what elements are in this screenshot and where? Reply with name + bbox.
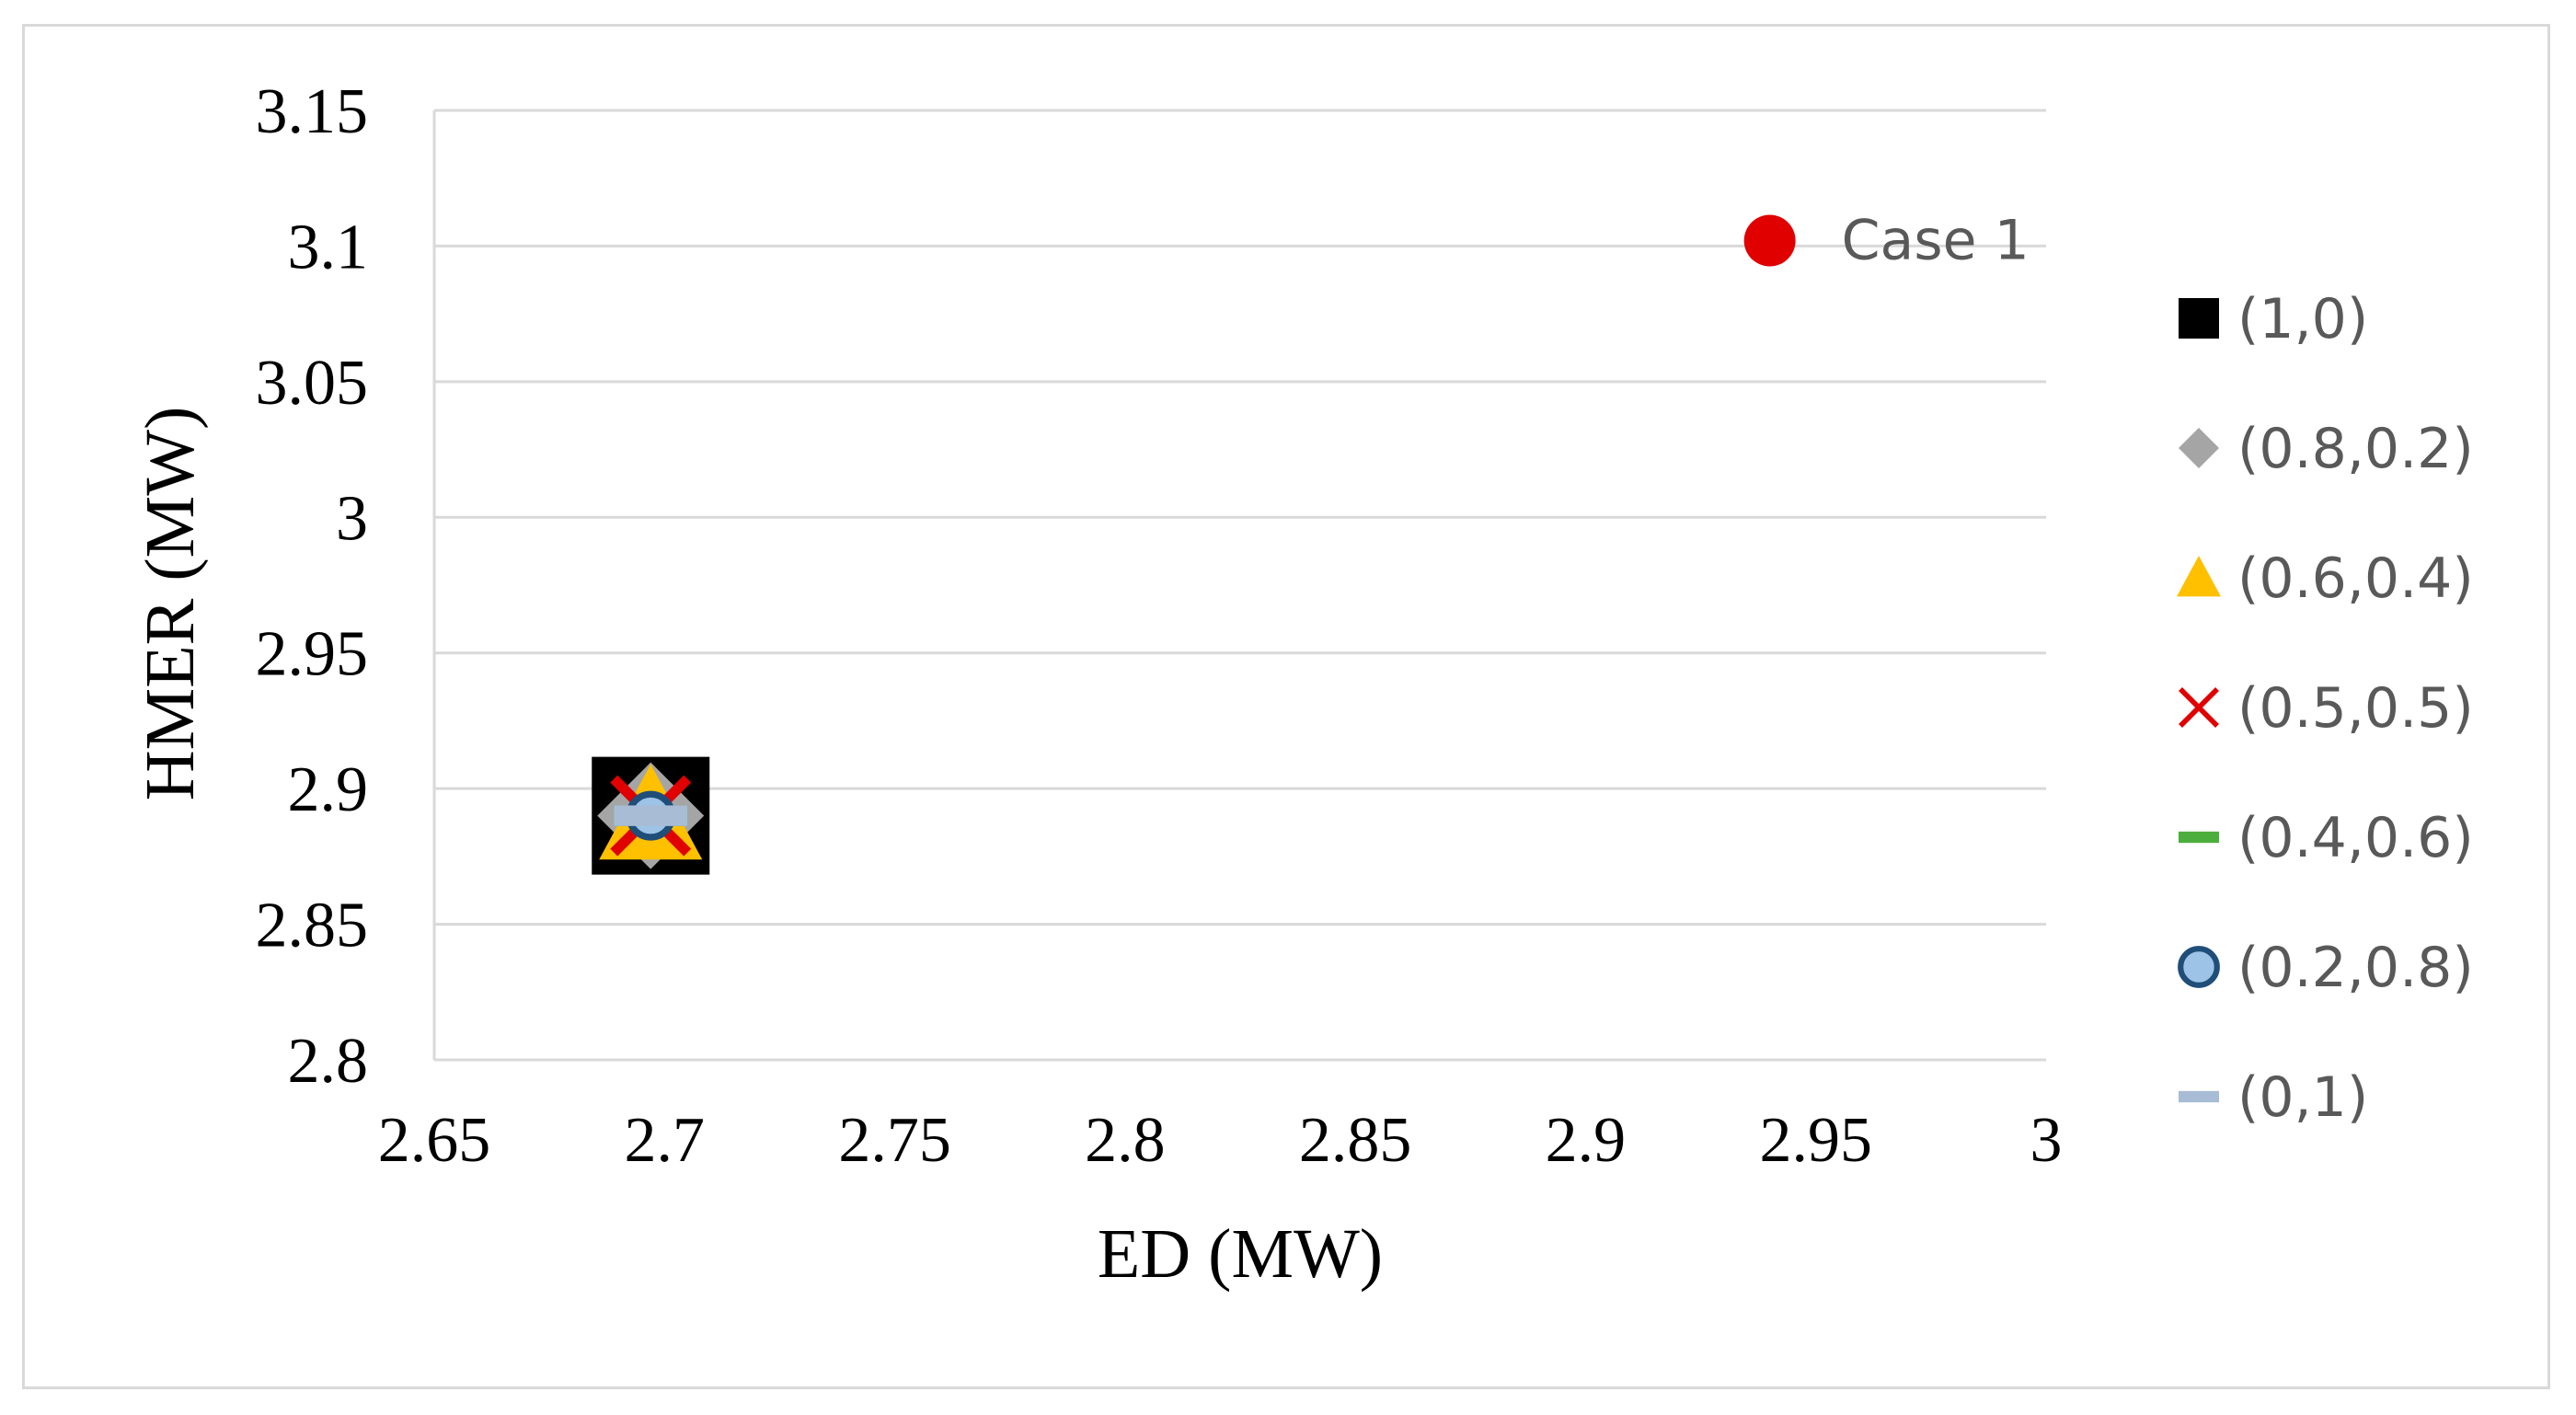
y-tick-label: 3.1 <box>288 212 369 282</box>
y-axis-title: HMER (MW) <box>132 407 209 801</box>
y-tick-label: 3 <box>336 483 368 554</box>
legend-item: (0,1) <box>2179 1065 2368 1130</box>
x-tick-label: 2.95 <box>1759 1105 1872 1176</box>
legend-item: (0.5,0.5) <box>2179 676 2474 741</box>
legend-marker <box>2179 831 2219 844</box>
x-tick-label: 2.9 <box>1546 1105 1627 1176</box>
x-tick-label: 2.8 <box>1085 1105 1166 1176</box>
legend-marker <box>2179 298 2219 339</box>
legend-item: (1,0) <box>2179 287 2368 351</box>
y-tick-label: 2.85 <box>256 891 369 961</box>
legend-marker <box>2177 556 2221 597</box>
y-tick-label: 2.95 <box>256 619 369 690</box>
legend-marker <box>2179 687 2219 728</box>
x-axis-title: ED (MW) <box>1098 1215 1383 1293</box>
x-tick-label: 2.75 <box>838 1105 951 1176</box>
legend-label: (0.4,0.6) <box>2237 806 2474 870</box>
chart-frame <box>22 24 2550 1389</box>
y-tick-label: 2.8 <box>288 1026 369 1097</box>
legend-marker <box>2179 428 2219 468</box>
legend-label: (0.8,0.2) <box>2237 417 2474 481</box>
y-tick-label: 3.15 <box>256 76 369 147</box>
legend-label: (0.6,0.4) <box>2237 546 2474 611</box>
y-tick-label: 2.9 <box>288 754 369 825</box>
annotations: Case 1 <box>1743 209 2030 273</box>
y-tick-label: 3.05 <box>256 348 369 419</box>
x-tick-label: 2.65 <box>378 1105 491 1176</box>
y-tick-labels: 3.15 3.1 3.05 3 2.95 2.9 2.85 2.8 <box>256 76 369 1097</box>
x-tick-label: 2.85 <box>1299 1105 1412 1176</box>
legend-label: (0.5,0.5) <box>2237 676 2474 741</box>
annotation-label: Case 1 <box>1842 209 2030 273</box>
legend-item: (0.2,0.8) <box>2178 936 2474 1000</box>
annotation-point <box>1743 214 1796 267</box>
legend-label: (0.2,0.8) <box>2237 936 2474 1000</box>
data-point <box>614 805 688 826</box>
legend-item: (0.6,0.4) <box>2177 546 2474 611</box>
legend-label: (1,0) <box>2237 287 2368 351</box>
legend-label: (0,1) <box>2237 1065 2368 1130</box>
legend-marker <box>2178 946 2220 988</box>
x-tick-labels: 2.65 2.7 2.75 2.8 2.85 2.9 2.95 3 <box>378 1105 2063 1176</box>
x-tick-label: 3 <box>2030 1105 2063 1176</box>
legend-item: (0.4,0.6) <box>2179 806 2474 870</box>
legend-marker <box>2179 1090 2219 1103</box>
x-tick-label: 2.7 <box>625 1105 706 1176</box>
data-points <box>592 756 710 875</box>
legend: (1,0) (0.8,0.2) (0.6,0.4) (0.5,0.5) (0.4,0.6… <box>2177 287 2474 1130</box>
legend-item: (0.8,0.2) <box>2179 417 2474 481</box>
